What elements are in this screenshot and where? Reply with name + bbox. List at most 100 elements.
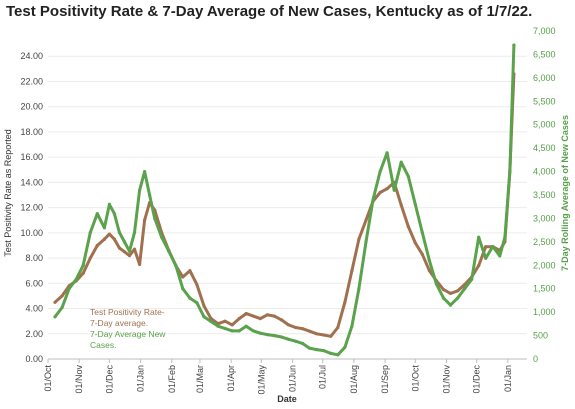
cases-series-point	[463, 287, 467, 291]
positivity-series-point	[112, 237, 116, 241]
cases-series-point	[60, 305, 64, 310]
positivity-series-point	[279, 318, 284, 322]
positivity-series-point	[322, 333, 326, 337]
x-tick-label: 01/Apr	[226, 365, 236, 392]
positivity-series-point	[138, 262, 142, 266]
cases-series-point	[138, 188, 142, 192]
positivity-series-point	[484, 245, 488, 249]
left-axis-title: Test Positivity Rate as Reported	[3, 129, 13, 257]
positivity-series-point	[117, 246, 121, 250]
cases-series-point	[315, 348, 319, 352]
right-tick-label: 500	[533, 331, 548, 341]
right-tick-label: 5,500	[533, 96, 556, 106]
cases-series-point	[202, 315, 206, 319]
right-tick-label: 3,000	[533, 213, 556, 223]
positivity-series-point	[188, 269, 192, 273]
cases-series-point	[132, 230, 137, 235]
right-tick-label: 2,500	[533, 237, 556, 247]
positivity-series-point	[223, 319, 227, 323]
positivity-series-point	[399, 203, 403, 207]
positivity-series-point	[53, 300, 57, 304]
x-tick-label: 01/Dec	[472, 365, 482, 394]
cases-series-point	[237, 329, 241, 333]
x-tick-label: 01/May	[256, 365, 266, 395]
cases-series-line	[53, 43, 516, 357]
positivity-series-point	[127, 254, 132, 258]
left-tick-label: 12.00	[20, 203, 43, 213]
right-tick-label: 1,000	[533, 307, 556, 317]
positivity-series-point	[294, 325, 298, 330]
cases-series-point	[251, 329, 255, 333]
cases-series-point	[67, 287, 71, 291]
cases-series-point	[294, 339, 298, 343]
gridlines	[48, 55, 527, 360]
cases-series-point	[427, 259, 431, 263]
positivity-series-point	[378, 190, 382, 195]
positivity-series-point	[230, 323, 234, 327]
positivity-series-point	[251, 314, 255, 318]
positivity-series-point	[315, 332, 319, 336]
positivity-series-point	[132, 247, 137, 251]
legend-positivity-line2: 7-Day average.	[90, 318, 148, 328]
cases-series-point	[112, 212, 116, 216]
cases-series-point	[160, 235, 164, 239]
positivity-series-point	[265, 313, 269, 317]
cases-series-point	[364, 240, 368, 244]
left-tick-label: 16.00	[20, 152, 43, 162]
right-tick-label: 4,000	[533, 167, 556, 177]
left-tick-label: 24.00	[20, 51, 43, 61]
left-tick-label: 20.00	[20, 102, 43, 112]
positivity-series-point	[88, 256, 92, 260]
positivity-series-point	[308, 329, 312, 333]
cases-series-point	[456, 296, 460, 300]
right-axis-ticks: 0 500 1,000 1,500 2,000 2,500 3,000 3,500 4,000 4…	[533, 26, 556, 364]
left-axis-ticks: 0.00 2.00 4.00 6.00 8.00 10.00 12.00 14.00 16.00…	[20, 51, 43, 364]
cases-series-point	[512, 43, 516, 47]
cases-series-point	[230, 329, 234, 333]
cases-series-point	[258, 331, 262, 335]
right-axis-title: 7-Day Rolling Average of New Cases	[560, 115, 570, 271]
positivity-series-point	[195, 283, 199, 287]
cases-series-point	[448, 303, 453, 307]
cases-series-point	[286, 337, 291, 341]
cases-series-point	[272, 334, 276, 338]
cases-series-point	[95, 212, 99, 216]
right-tick-label: 0	[533, 354, 538, 364]
positivity-series-point	[258, 317, 262, 321]
positivity-series-point	[272, 314, 276, 318]
cases-series-point	[122, 240, 127, 244]
right-tick-label: 6,000	[533, 73, 556, 83]
x-tick-label: 01/Nov	[441, 365, 451, 394]
positivity-series-point	[336, 325, 340, 330]
cases-series-point	[503, 235, 507, 239]
positivity-series-point	[477, 264, 481, 268]
cases-series-point	[336, 353, 340, 357]
x-tick-label: 01/Jul	[318, 365, 328, 389]
positivity-series-point	[427, 269, 431, 273]
x-tick-label: 01/Sep	[380, 365, 390, 394]
x-tick-label: 01/Oct	[410, 365, 420, 392]
x-axis-title: Date	[277, 394, 297, 404]
x-tick-label: 01/Feb	[167, 365, 177, 393]
cases-series-point	[143, 170, 147, 174]
positivity-series-point	[406, 224, 410, 229]
cases-series-point	[244, 324, 248, 328]
cases-series-point	[357, 287, 361, 291]
right-tick-label: 4,500	[533, 143, 556, 153]
x-tick-label: 01/Jun	[288, 365, 298, 392]
positivity-series-point	[60, 294, 64, 298]
cases-series-point	[167, 249, 171, 253]
left-tick-label: 2.00	[25, 329, 43, 339]
cases-series-point	[498, 254, 502, 258]
x-tick-label: 01/Nov	[74, 365, 84, 394]
cases-series-point	[127, 249, 132, 253]
cases-series-point	[209, 319, 213, 324]
positivity-series-point	[385, 187, 389, 191]
cases-series-point	[470, 277, 474, 281]
positivity-series-point	[122, 250, 127, 254]
left-tick-label: 22.00	[20, 76, 43, 86]
cases-series-point	[508, 170, 512, 174]
cases-series-point	[81, 263, 85, 267]
cases-series-point	[477, 235, 481, 239]
